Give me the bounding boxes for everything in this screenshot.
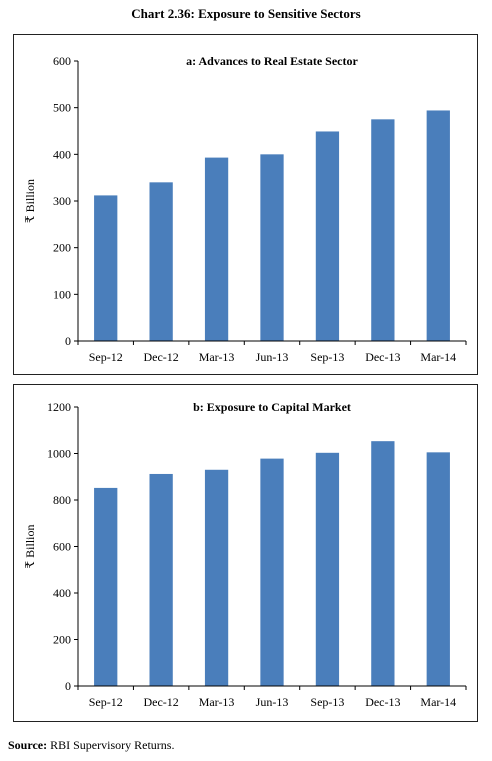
bar-jun-13 [260,154,284,341]
y-tick-label: 400 [53,586,71,600]
chart-title: a: Advances to Real Estate Sector [186,54,358,68]
bar-mar-14 [426,110,450,341]
x-tick-label: Sep-12 [89,350,123,364]
x-tick-label: Dec-13 [365,350,400,364]
y-tick-label: 400 [53,147,71,161]
x-tick-label: Mar-14 [420,350,456,364]
page-title: Chart 2.36: Exposure to Sensitive Sector… [131,6,361,21]
bar-sep-12 [94,487,118,686]
x-tick-label: Sep-13 [310,695,344,709]
bar-mar-14 [426,452,450,686]
y-tick-label: 0 [65,334,71,348]
x-tick-label: Jun-13 [256,350,289,364]
y-tick-label: 800 [53,493,71,507]
y-tick-label: 600 [53,54,71,68]
bar-dec-13 [371,441,395,686]
bar-sep-13 [315,452,340,686]
bar-dec-12 [149,182,173,341]
source-note: Source: RBI Supervisory Returns. [8,738,174,753]
x-tick-label: Dec-12 [143,695,178,709]
chart-title: b: Exposure to Capital Market [193,400,351,414]
y-tick-label: 0 [65,679,71,693]
bar-sep-12 [94,195,118,341]
x-tick-label: Mar-13 [199,350,235,364]
y-tick-label: 200 [53,633,71,647]
source-text: RBI Supervisory Returns. [47,738,175,752]
bar-chart-capital-market: b: Exposure to Capital Market ₹ Billion 0 2… [23,400,467,709]
x-tick-label: Mar-14 [420,695,456,709]
source-label: Source: [8,738,48,752]
bar-chart-real-estate: a: Advances to Real Estate Sector ₹ Billi… [23,54,467,364]
bar-jun-13 [260,458,284,686]
x-tick-label: Dec-12 [143,350,178,364]
y-tick-label: 1200 [47,400,71,414]
bar-dec-13 [371,119,395,341]
bar-dec-12 [149,473,173,686]
y-axis-label: ₹ Billion [23,525,37,569]
x-tick-label: Dec-13 [365,695,400,709]
y-tick-label: 500 [53,101,71,115]
y-tick-label: 200 [53,241,71,255]
y-tick-label: 600 [53,540,71,554]
y-tick-label: 1000 [47,447,71,461]
x-tick-label: Mar-13 [199,695,235,709]
x-tick-label: Sep-13 [310,350,344,364]
chart-panel-capital-market: b: Exposure to Capital Market ₹ Billion 0 2… [13,384,478,722]
bar-sep-13 [315,131,340,341]
bar-mar-13 [204,469,229,686]
y-tick-label: 300 [53,194,71,208]
bar-mar-13 [204,157,229,341]
chart-panel-real-estate: a: Advances to Real Estate Sector ₹ Billi… [13,34,478,375]
x-tick-label: Jun-13 [256,695,289,709]
y-axis-label: ₹ Billion [23,179,37,223]
y-tick-label: 100 [53,287,71,301]
x-tick-label: Sep-12 [89,695,123,709]
